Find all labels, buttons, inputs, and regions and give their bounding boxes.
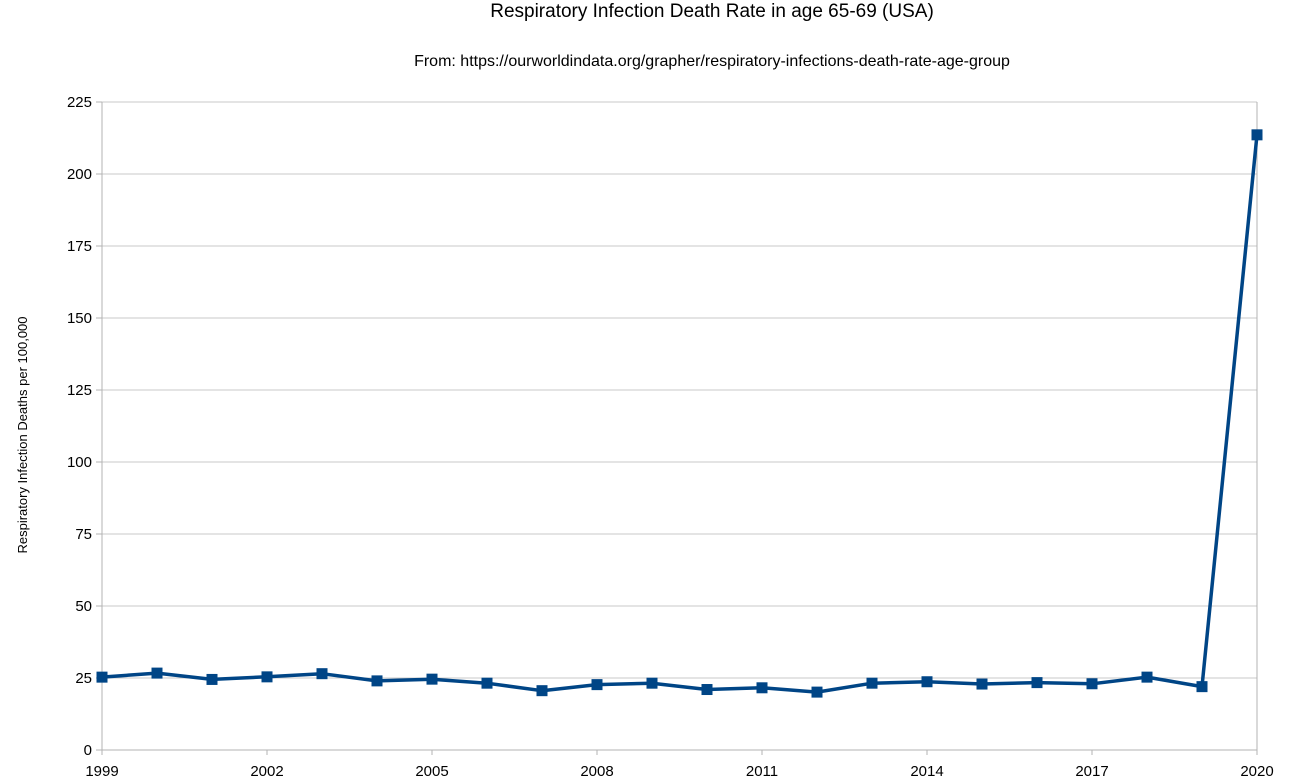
- data-point-marker: [261, 671, 273, 683]
- data-point-marker: [756, 682, 768, 694]
- data-point-marker: [811, 686, 823, 698]
- x-tick-label: 2014: [910, 763, 943, 780]
- data-point-marker: [1086, 678, 1098, 690]
- data-point-marker: [1141, 671, 1153, 683]
- x-tick-label: 2008: [580, 763, 613, 780]
- x-tick-label: 2011: [746, 763, 778, 780]
- y-tick-label: 0: [84, 742, 92, 759]
- y-tick-label: 25: [75, 670, 92, 687]
- data-point-marker: [206, 673, 218, 685]
- y-tick-label: 175: [67, 238, 92, 255]
- data-point-marker: [371, 675, 383, 687]
- x-tick-label: 2020: [1240, 763, 1273, 780]
- x-axis: 1999 2002 2005 2008 2011 2014 2017 2020: [85, 749, 1274, 780]
- y-axis: 0 25 50 75 100 125 150 175 200 225: [67, 94, 1258, 759]
- y-tick-label: 100: [67, 454, 92, 471]
- data-point-marker: [701, 684, 713, 696]
- y-axis-label: Respiratory Infection Deaths per 100,000: [15, 316, 30, 553]
- y-tick-label: 75: [75, 526, 92, 543]
- data-point-marker: [921, 676, 933, 688]
- chart-subtitle: From: https://ourworldindata.org/grapher…: [414, 53, 1010, 70]
- x-tick-label: 1999: [85, 763, 118, 780]
- x-tick-label: 2002: [250, 763, 283, 780]
- data-point-marker: [1196, 681, 1208, 693]
- data-point-marker: [976, 678, 988, 690]
- series-line: [101, 134, 1259, 694]
- y-tick-label: 125: [67, 382, 92, 399]
- data-point-marker: [151, 667, 163, 679]
- data-point-marker: [536, 685, 548, 697]
- y-tick-label: 200: [67, 166, 92, 183]
- data-point-marker: [1251, 129, 1263, 141]
- data-point-marker: [866, 677, 878, 689]
- data-series: [96, 129, 1263, 698]
- data-point-marker: [481, 677, 493, 689]
- gridlines: [102, 101, 1257, 751]
- y-tick-label: 150: [67, 310, 92, 327]
- data-point-marker: [646, 677, 658, 689]
- y-tick-label: 225: [67, 94, 92, 111]
- x-tick-label: 2005: [415, 763, 448, 780]
- data-point-marker: [1031, 677, 1043, 689]
- data-point-marker: [316, 668, 328, 680]
- data-point-marker: [96, 671, 108, 683]
- y-tick-label: 50: [75, 598, 92, 615]
- x-tick-label: 2017: [1075, 763, 1108, 780]
- data-point-marker: [426, 673, 438, 685]
- data-point-marker: [591, 679, 603, 691]
- chart-title: Respiratory Infection Death Rate in age …: [490, 1, 934, 22]
